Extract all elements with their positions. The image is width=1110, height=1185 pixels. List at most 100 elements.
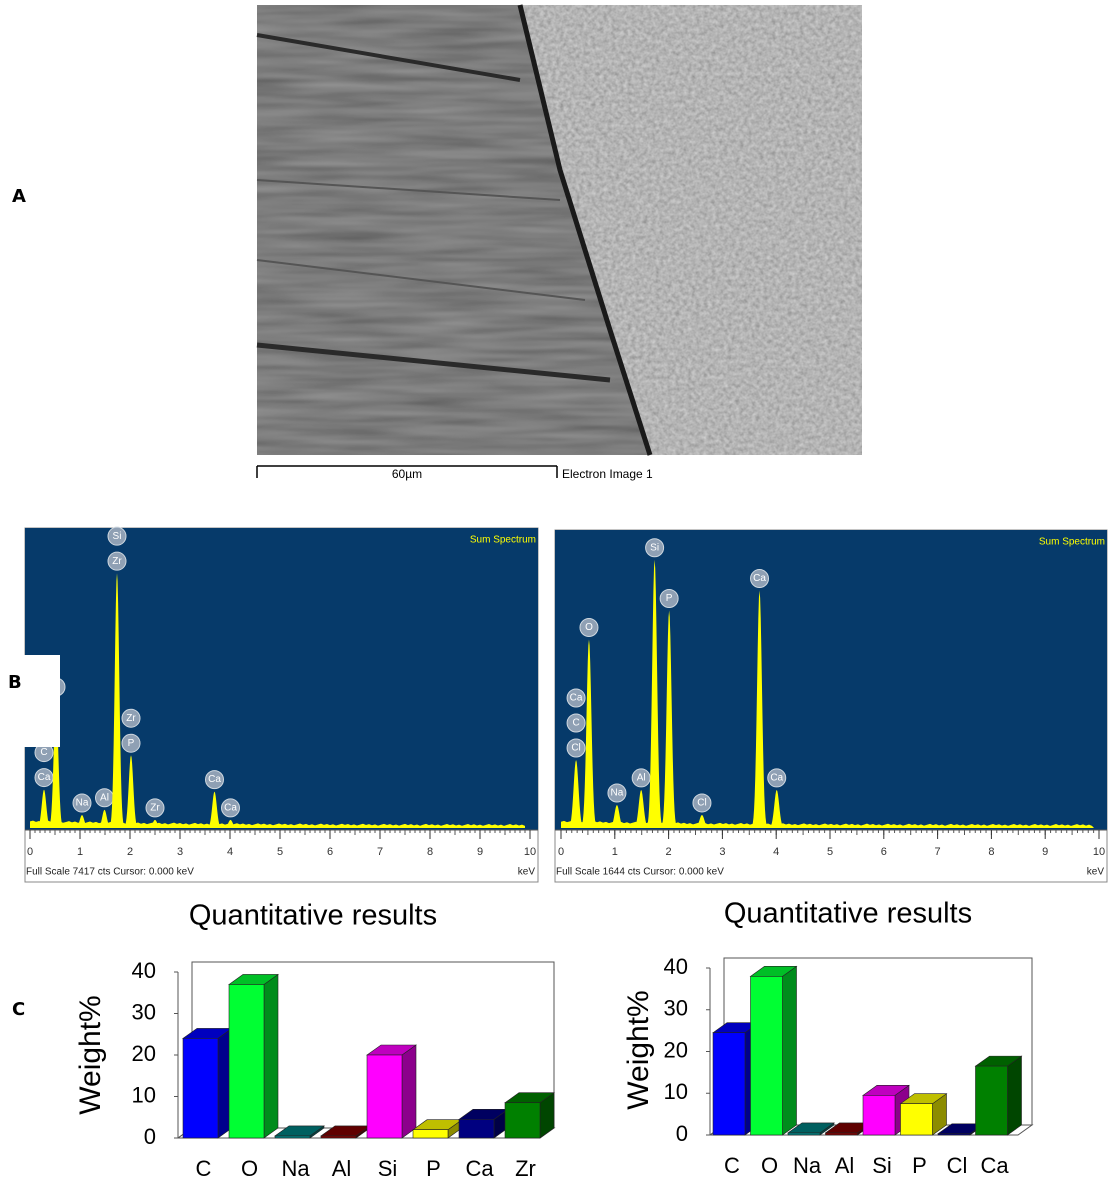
chart-title: Quantitative results bbox=[724, 898, 972, 930]
corner-label: Sum Spectrum bbox=[1039, 537, 1105, 548]
peak bbox=[579, 639, 599, 828]
x-tick-label: 9 bbox=[1042, 846, 1048, 858]
peak bbox=[659, 610, 679, 828]
bar bbox=[825, 1132, 858, 1136]
peak-label: Zr bbox=[150, 803, 160, 814]
x-tick-label: Zr bbox=[515, 1156, 536, 1181]
peak bbox=[122, 755, 140, 828]
bar bbox=[862, 1095, 896, 1136]
peak bbox=[73, 815, 91, 828]
bar bbox=[937, 1133, 971, 1136]
y-tick-label: 0 bbox=[144, 1124, 156, 1149]
scale-bar bbox=[256, 465, 558, 478]
x-tick-label: 0 bbox=[558, 846, 564, 858]
x-tick-label: Na bbox=[793, 1153, 822, 1178]
bar bbox=[458, 1119, 495, 1139]
x-tick-label: Al bbox=[835, 1153, 855, 1178]
bar bbox=[787, 1132, 821, 1136]
peak-label-bg bbox=[107, 526, 127, 546]
peak-label-bg bbox=[692, 793, 712, 813]
peak-label-bg bbox=[659, 588, 679, 608]
bar bbox=[228, 984, 265, 1139]
peak-label-bg bbox=[121, 733, 141, 753]
peak bbox=[35, 789, 53, 828]
x-tick-label: 10 bbox=[524, 846, 536, 858]
peak-label: Ca bbox=[224, 803, 237, 814]
peak bbox=[767, 789, 787, 828]
x-tick-label: 9 bbox=[477, 846, 483, 858]
peak-label: Al bbox=[100, 792, 109, 803]
peak-label: Cl bbox=[697, 798, 706, 809]
peak-label-bg bbox=[221, 798, 240, 818]
peak bbox=[47, 698, 65, 828]
peak-label-bg bbox=[566, 688, 586, 708]
x-tick-label: O bbox=[241, 1156, 258, 1181]
peak bbox=[108, 573, 126, 828]
baseline-noise bbox=[561, 820, 1094, 828]
panel-label: A bbox=[12, 186, 26, 207]
x-tick-label: 5 bbox=[827, 846, 833, 858]
y-tick-label: 20 bbox=[132, 1041, 156, 1066]
y-tick-label: 30 bbox=[132, 999, 156, 1024]
peak-label-bg bbox=[121, 708, 141, 728]
bar bbox=[182, 1038, 219, 1139]
x-unit: keV bbox=[518, 867, 536, 878]
x-tick-label: 3 bbox=[177, 846, 183, 858]
peak-label: Ca bbox=[753, 573, 766, 584]
x-tick-label: 2 bbox=[127, 846, 133, 858]
panel-label: B bbox=[8, 672, 22, 693]
panel-label: C bbox=[12, 999, 25, 1020]
peak-label-bg bbox=[566, 713, 586, 733]
peak-label: Al bbox=[637, 773, 646, 784]
bar bbox=[975, 1065, 1008, 1136]
peak-label-bg bbox=[579, 617, 599, 637]
peak bbox=[146, 819, 164, 828]
peak-label: P bbox=[666, 593, 673, 604]
bar-side bbox=[401, 1044, 417, 1139]
peak-label: Cl bbox=[571, 743, 580, 754]
peak bbox=[607, 804, 627, 828]
x-tick-label: O bbox=[761, 1153, 778, 1178]
bar-side bbox=[263, 973, 279, 1139]
peak bbox=[631, 789, 651, 828]
peak-label-bg bbox=[566, 738, 586, 758]
peak-label: Ca bbox=[570, 693, 583, 704]
peak-label-bg bbox=[205, 770, 224, 790]
peak-label: Ca bbox=[208, 774, 221, 785]
x-tick-label: 6 bbox=[881, 846, 887, 858]
peak-label-bg bbox=[107, 551, 127, 571]
x-tick-label: 6 bbox=[327, 846, 333, 858]
peak-label: Na bbox=[611, 788, 624, 799]
x-tick-label: 2 bbox=[666, 846, 672, 858]
x-tick-label: Si bbox=[378, 1156, 398, 1181]
x-tick-label: 8 bbox=[427, 846, 433, 858]
x-tick-label: P bbox=[426, 1156, 441, 1181]
plot-area bbox=[25, 528, 538, 830]
peak-label: Zr bbox=[112, 556, 122, 567]
peak-label-bg bbox=[750, 569, 770, 589]
peak-label: Zr bbox=[126, 713, 136, 724]
x-tick-label: C bbox=[724, 1153, 740, 1178]
footer: Full Scale 7417 cts Cursor: 0.000 keV bbox=[26, 867, 194, 878]
charts: Sum SpectrumCaCONaAlZrSiPZrZrCaCa0123456… bbox=[24, 526, 1108, 1181]
chart-title: Quantitative results bbox=[189, 900, 437, 932]
x-tick-label: Cl bbox=[947, 1153, 968, 1178]
peak-label: C bbox=[40, 747, 47, 758]
peak bbox=[95, 809, 114, 828]
x-tick-label: Ca bbox=[465, 1156, 494, 1181]
x-tick-label: Ca bbox=[980, 1153, 1009, 1178]
peak-label: Ca bbox=[38, 772, 51, 783]
corner-label: Sum Spectrum bbox=[470, 535, 536, 546]
y-tick-label: 40 bbox=[132, 958, 156, 983]
peak-label-bg bbox=[145, 798, 165, 818]
x-tick-label: 7 bbox=[935, 846, 941, 858]
peak bbox=[749, 590, 770, 828]
bar bbox=[274, 1135, 311, 1139]
bar bbox=[750, 976, 783, 1136]
y-tick-label: 0 bbox=[676, 1121, 688, 1146]
y-axis-label: Weight% bbox=[74, 995, 107, 1115]
x-tick-label: Na bbox=[281, 1156, 310, 1181]
x-tick-label: 5 bbox=[277, 846, 283, 858]
bar bbox=[412, 1129, 449, 1139]
